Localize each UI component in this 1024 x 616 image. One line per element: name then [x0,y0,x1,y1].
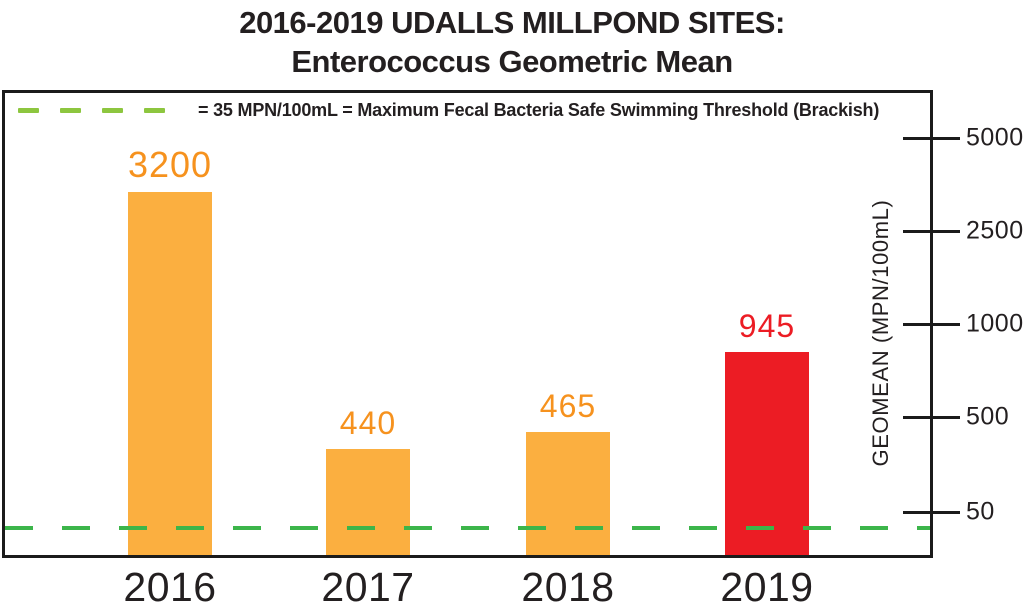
legend-dash-icon [18,107,39,113]
bar-2019 [725,352,809,555]
legend-dash-icon [144,107,165,113]
bar-value-label: 945 [738,308,796,344]
y-tick-label: 2500 [966,216,1024,245]
threshold-legend: = 35 MPN/100mL = Maximum Fecal Bacteria … [18,98,879,122]
bar-value-label: 440 [339,405,397,441]
bar-2016 [128,192,212,555]
y-tick [903,511,960,514]
threshold-line [5,526,930,530]
legend-label: = 35 MPN/100mL = Maximum Fecal Bacteria … [198,99,880,120]
legend-dash-icon [102,107,123,113]
y-tick-label: 5000 [966,123,1024,152]
chart-title: 2016-2019 UDALLS MILLPOND SITES: Enteroc… [0,3,1024,81]
y-tick [903,137,960,140]
y-tick [903,230,960,233]
y-axis-label: GEOMEAN (MPN/100mL) [868,199,893,467]
chart-title-line1: 2016-2019 UDALLS MILLPOND SITES: [239,5,785,40]
y-tick [903,323,960,326]
bar-2017 [326,449,410,555]
bar-value-label: 3200 [127,144,213,185]
y-tick [903,416,960,419]
plot-area: = 35 MPN/100mL = Maximum Fecal Bacteria … [2,90,933,558]
chart-title-line2: Enterococcus Geometric Mean [291,44,733,79]
x-tick-label: 2017 [321,564,415,610]
x-tick-label: 2019 [720,564,814,610]
bar-value-label: 465 [539,388,597,424]
x-tick-label: 2018 [521,564,615,610]
legend-dash-icon [60,107,81,113]
y-tick-label: 500 [966,402,1010,431]
bar-2018 [526,432,610,555]
x-tick-label: 2016 [123,564,217,610]
y-tick-label: 1000 [966,309,1024,338]
y-tick-label: 50 [966,497,995,526]
